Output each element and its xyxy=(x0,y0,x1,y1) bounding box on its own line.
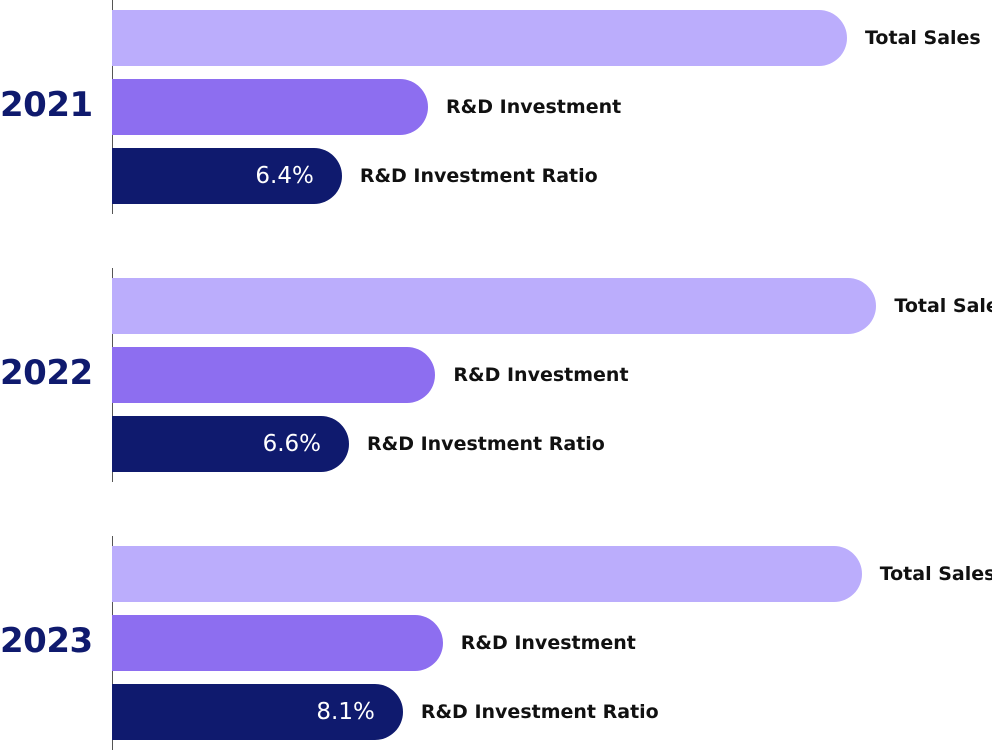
year-label: 2021 xyxy=(0,85,93,125)
year-label: 2022 xyxy=(0,353,93,393)
bar-r-d-investment-ratio-2023: 8.1% xyxy=(112,684,403,740)
series-label: Total Sales xyxy=(865,27,981,49)
series-label: Total Sales xyxy=(879,563,992,585)
bar-r-d-investment-2021 xyxy=(112,79,429,135)
bar-total-sales-2022 xyxy=(112,278,877,334)
bar-r-d-investment-ratio-2021: 6.4% xyxy=(112,148,342,204)
series-label: R&D Investment Ratio xyxy=(367,433,605,455)
series-label: R&D Investment Ratio xyxy=(359,165,598,187)
bar-total-sales-2021 xyxy=(112,10,847,66)
series-label: R&D Investment xyxy=(453,364,629,386)
series-label: Total Sales xyxy=(894,295,992,317)
bar-total-sales-2023 xyxy=(112,546,862,602)
year-label: 2023 xyxy=(0,621,93,661)
series-label: R&D Investment xyxy=(446,96,622,118)
series-label: R&D Investment xyxy=(460,632,636,654)
bar-r-d-investment-2023 xyxy=(112,615,443,671)
data-label: 6.6% xyxy=(262,431,321,457)
bar-r-d-investment-ratio-2022: 6.6% xyxy=(112,416,349,472)
data-label: 6.4% xyxy=(255,163,314,189)
data-label: 8.1% xyxy=(316,699,375,725)
series-label: R&D Investment Ratio xyxy=(420,701,659,723)
bar-r-d-investment-2022 xyxy=(112,347,436,403)
